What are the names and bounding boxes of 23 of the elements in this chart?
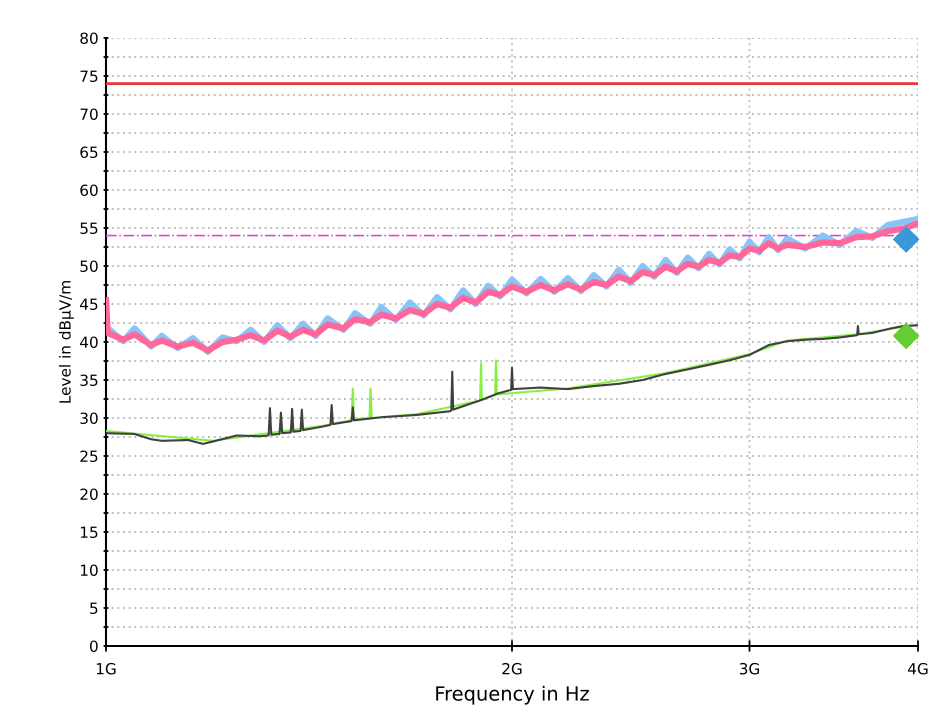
x-tick-label: 2G [502,662,522,674]
y-tick-label: 35 [80,374,98,386]
x-tick-label: 3G [740,662,760,674]
y-tick-label: 30 [80,412,98,424]
y-tick-label: 50 [80,260,98,272]
y-tick-label: 70 [80,108,98,120]
y-tick-label: 45 [80,298,98,310]
y-tick-label: 5 [90,602,98,614]
y-tick-label: 0 [90,640,98,652]
y-axis-title: Level in dBµV/m [58,281,74,403]
y-tick-label: 20 [80,488,98,500]
x-tick-label: 4G [908,662,928,674]
x-axis-title: Frequency in Hz [436,686,589,705]
y-tick-label: 65 [80,146,98,158]
y-tick-label: 75 [80,70,98,82]
y-tick-label: 25 [80,450,98,462]
y-tick-label: 15 [80,526,98,538]
y-tick-label: 60 [80,184,98,196]
x-tick-label: 1G [96,662,116,674]
y-tick-label: 55 [80,222,98,234]
y-tick-label: 10 [80,564,98,576]
y-tick-label: 80 [80,32,98,44]
y-tick-label: 40 [80,336,98,348]
